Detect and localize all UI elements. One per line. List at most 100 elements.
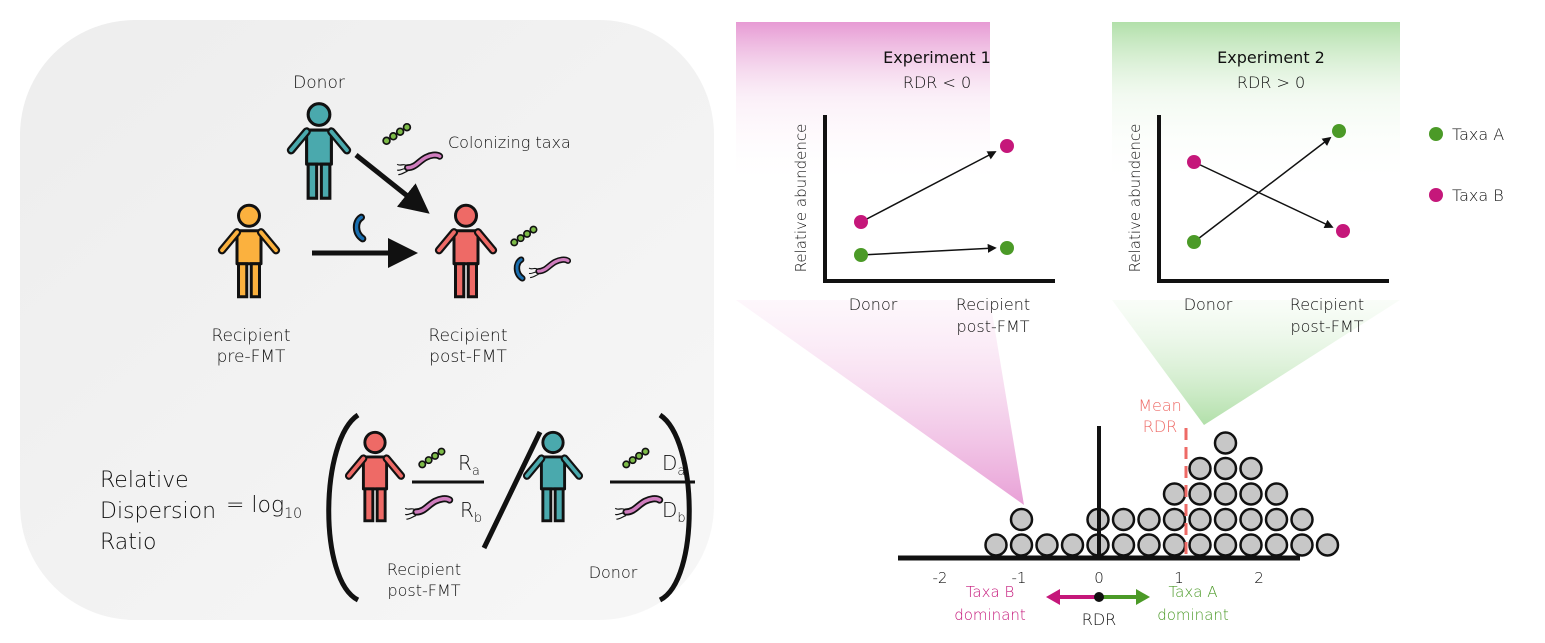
- rdr-dot: [1060, 533, 1085, 557]
- donor-to-recipient-arrow: [354, 153, 430, 214]
- rdr-dot: [1188, 482, 1212, 506]
- rdr-dot: [1009, 533, 1034, 557]
- experiment2-taxa-a-arrow: [1193, 136, 1332, 243]
- experiment1-taxa-a-recipient-point: [1000, 241, 1014, 255]
- experiment1-taxa-a-donor-point: [854, 248, 868, 262]
- formula-equals-log: = log10: [226, 493, 302, 522]
- experiment2-subtitle: RDR > 0: [1237, 73, 1305, 92]
- rdr-dot: [1137, 533, 1161, 557]
- rdr-dot: [1162, 482, 1187, 506]
- experiment2-xlabel-recipient-line2: post-FMT: [1290, 317, 1363, 336]
- experiment1-subtitle: RDR < 0: [903, 73, 971, 92]
- recipient-pre-label-line2: pre-FMT: [217, 347, 286, 367]
- rdr-dot: [1264, 482, 1289, 506]
- recipient-post-label-line2: post-FMT: [429, 347, 507, 367]
- rdr-dot: [1162, 533, 1187, 557]
- legend-taxa-b-marker: [1429, 188, 1443, 202]
- legend-taxa-a-marker: [1429, 127, 1443, 141]
- rdr-tick-label: -2: [933, 569, 948, 587]
- mean-rdr-label-line1: Mean: [1138, 396, 1182, 415]
- rdr-dot: [1111, 507, 1136, 532]
- legend-taxa-a-label: Taxa A: [1452, 125, 1504, 144]
- experiment1-taxa-a-arrow: [860, 243, 997, 256]
- experiment1-taxa-b-arrow: [860, 151, 997, 223]
- rdr-dot: [1213, 431, 1238, 455]
- experiment2-taxa-b-recipient-point: [1336, 224, 1350, 238]
- rdr-tick-label: 0: [1094, 569, 1104, 587]
- rdr-dot: [1213, 507, 1238, 532]
- experiment2-axes: [1157, 115, 1389, 283]
- experiment2-taxa-a-recipient-point: [1332, 124, 1346, 138]
- rdr-dot: [984, 533, 1008, 557]
- formula-lhs-line3: Ratio: [100, 530, 156, 555]
- ra-label: Ra: [458, 451, 480, 479]
- recipient-pre-label-line1: Recipient: [212, 326, 291, 346]
- rdr-dot: [1035, 533, 1059, 557]
- rdr-dot: [1290, 533, 1314, 557]
- rdr-dot: [1239, 456, 1263, 481]
- rdr-tick-labels: -2 -1 0 1 2: [933, 569, 1264, 587]
- taxa-b-direction-arrowhead: [1046, 589, 1060, 605]
- division-slash: [481, 430, 543, 550]
- left-parenthesis: [326, 412, 360, 603]
- da-label: Da: [662, 451, 685, 479]
- rdr-axis-label: RDR: [1082, 610, 1117, 629]
- experiment1-funnel: [736, 300, 1024, 505]
- recipient-post-label-line1: Recipient: [429, 326, 508, 346]
- rdr-dot: [1264, 507, 1289, 532]
- rdr-dot: [1239, 533, 1263, 557]
- experiment1-axes: [823, 115, 1055, 283]
- experiment1-ylabel: Relative abundence: [792, 124, 810, 273]
- experiment2-taxa-a-donor-point: [1187, 235, 1201, 249]
- formula-donor-label: Donor: [589, 563, 638, 582]
- rdr-tick-label: -1: [1012, 569, 1027, 587]
- rdr-dot: [1188, 456, 1212, 481]
- rdr-dot: [1111, 533, 1136, 557]
- formula-recipient-label-line2: post-FMT: [387, 581, 460, 600]
- taxa-b-dominant-line1: Taxa B: [966, 583, 1015, 601]
- experiment2-xlabel-donor: Donor: [1184, 295, 1233, 314]
- legend-taxa-b-label: Taxa B: [1452, 186, 1504, 205]
- rdr-dot-plot: [984, 431, 1340, 557]
- rdr-tick-label: 1: [1174, 569, 1184, 587]
- rdr-dot: [1188, 533, 1212, 557]
- rdr-tick-label: 2: [1254, 569, 1264, 587]
- rdr-dot: [1009, 507, 1034, 532]
- experiment1-title: Experiment 1: [883, 48, 991, 67]
- taxa-a-direction-arrowhead: [1136, 589, 1150, 605]
- rdr-dot: [1188, 507, 1212, 532]
- rdr-dot: [1315, 533, 1340, 557]
- taxa-a-dominant-line1: Taxa A: [1169, 583, 1218, 601]
- donor-label: Donor: [293, 73, 345, 93]
- rdr-dot: [1213, 482, 1238, 506]
- rdr-origin-dot: [1094, 592, 1104, 602]
- rb-label: Rb: [460, 498, 482, 526]
- mean-rdr-label-line2: RDR: [1143, 417, 1178, 436]
- experiment2-ylabel: Relative abundence: [1126, 124, 1144, 273]
- formula-lhs-line2: Dispersion: [100, 499, 216, 524]
- experiment2-taxa-b-arrow: [1193, 161, 1334, 229]
- rdr-dot: [1162, 507, 1187, 532]
- experiment1-xlabel-donor: Donor: [849, 295, 898, 314]
- colonizing-taxa-label: Colonizing taxa: [448, 133, 571, 152]
- rdr-dot: [1213, 533, 1238, 557]
- experiment1-header-gradient: [736, 22, 990, 322]
- taxa-b-dominant-line2: dominant: [954, 606, 1026, 624]
- rdr-dot: [1239, 482, 1263, 506]
- rdr-dot: [1264, 533, 1289, 557]
- rdr-dot: [1290, 507, 1314, 532]
- experiment2-header-gradient: [1112, 22, 1400, 322]
- experiment1-xlabel-recipient-line2: post-FMT: [956, 317, 1029, 336]
- experiment2-funnel: [1112, 300, 1400, 425]
- rdr-dot: [1239, 507, 1263, 532]
- rdr-dot: [1137, 507, 1161, 532]
- rdr-dot: [1213, 456, 1238, 481]
- experiment1-taxa-b-donor-point: [854, 215, 868, 229]
- db-label: Db: [662, 498, 686, 526]
- experiment2-xlabel-recipient-line1: Recipient: [1290, 295, 1364, 314]
- experiment1-xlabel-recipient-line1: Recipient: [956, 295, 1030, 314]
- taxa-a-dominant-line2: dominant: [1157, 606, 1229, 624]
- experiment2-taxa-b-donor-point: [1187, 155, 1201, 169]
- right-parenthesis: [658, 412, 692, 603]
